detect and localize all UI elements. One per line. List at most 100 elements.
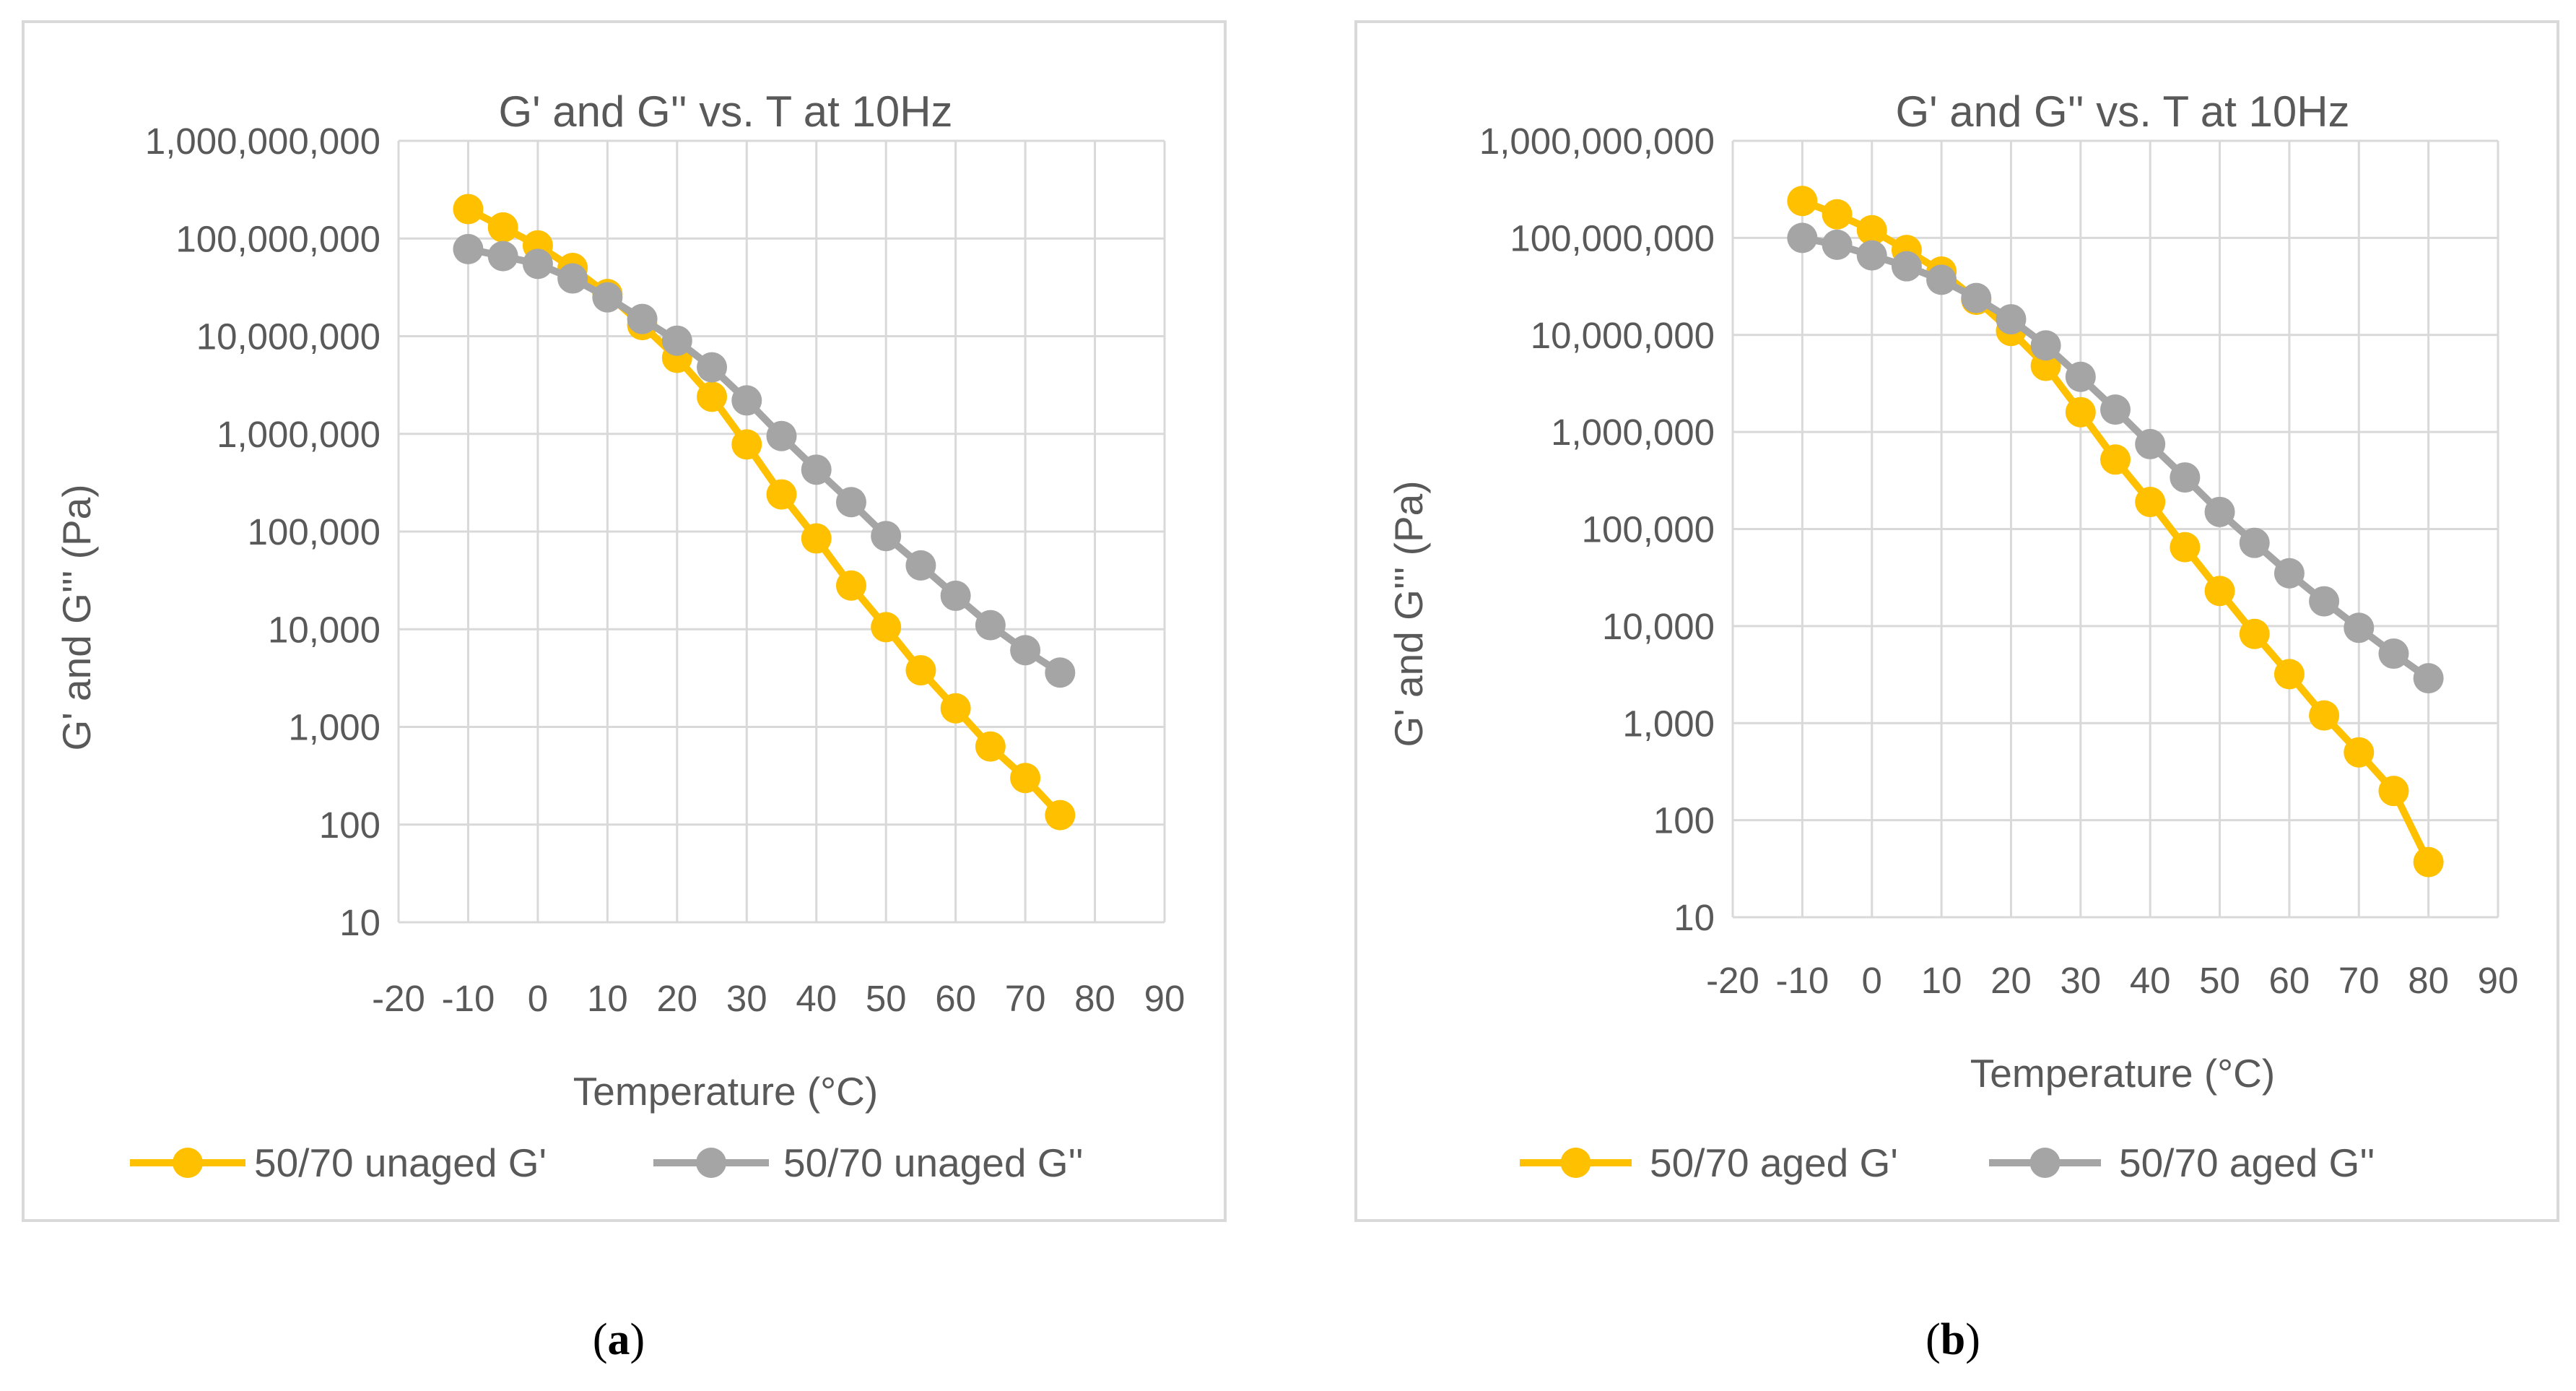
chart-b-series-2-point — [2030, 330, 2061, 361]
chart-a-y-ticks: 10 100 1,000 10,000 100,000 1,000,000 10,000,0… — [145, 121, 380, 943]
chart-b-y-tick-label: 10 — [1674, 897, 1715, 938]
chart-a-legend-marker-1 — [173, 1148, 203, 1178]
chart-a-y-tick-label: 100,000 — [248, 511, 380, 552]
chart-a-series-2-point — [522, 248, 553, 280]
chart-b-y-tick-label: 10,000 — [1602, 606, 1715, 647]
chart-b-series-1-point — [2065, 396, 2096, 428]
chart-b-series-2-point — [1856, 240, 1887, 271]
chart-b-series-1-point — [2100, 444, 2131, 475]
chart-a-series-2-point — [557, 263, 588, 294]
chart-b: G' and G'' vs. T at 10Hz Temperature (°C… — [1354, 20, 2559, 1222]
chart-a-series-1-point — [871, 612, 902, 643]
chart-a-series-2-point — [627, 303, 658, 334]
chart-a-series-2-point — [661, 325, 692, 356]
chart-b-x-tick-label: -10 — [1776, 960, 1829, 1001]
chart-b-series-1-point — [1787, 186, 1818, 217]
chart-a-series-1-point — [766, 479, 797, 510]
chart-b-legend: 50/70 aged G' 50/70 aged G'' — [1520, 1140, 2375, 1185]
chart-b-series-1-point — [2239, 618, 2270, 649]
chart-a-frame — [22, 20, 1227, 1222]
chart-b-series-1-point — [2170, 532, 2201, 563]
chart-b-series-1-point — [1822, 199, 1853, 230]
chart-a-title: G' and G'' vs. T at 10Hz — [498, 87, 952, 136]
chart-a-series-1-point — [453, 194, 484, 225]
chart-a-xlabel: Temperature (°C) — [573, 1069, 878, 1114]
chart-a-y-tick-label: 1,000 — [288, 707, 380, 748]
chart-a-series-2-point — [487, 240, 518, 272]
chart-b-legend-marker-1 — [1560, 1148, 1591, 1178]
caption-b-open: ( — [1926, 1315, 1941, 1364]
chart-a-series-1-point — [975, 731, 1006, 762]
chart-b-y-tick-label: 100,000,000 — [1510, 217, 1715, 259]
chart-a-series-1-point — [940, 693, 971, 724]
chart-b-x-tick-label: 0 — [1862, 960, 1882, 1001]
chart-a-series-2-point — [975, 610, 1006, 641]
chart-a-series-2-point — [1045, 657, 1076, 688]
chart-a-legend-label-2: 50/70 unaged G'' — [783, 1140, 1084, 1185]
chart-a-series-1-point — [697, 381, 728, 412]
chart-b-x-tick-label: 10 — [1921, 960, 1962, 1001]
chart-b-x-tick-label: 80 — [2408, 960, 2449, 1001]
chart-b-ylabel: G' and G''' (Pa) — [1386, 480, 1431, 747]
chart-a-series-1-line — [466, 206, 1063, 818]
chart-a-x-tick-label: 80 — [1074, 978, 1115, 1019]
chart-a-x-ticks: -20 -10 0 10 20 30 40 50 60 70 80 90 — [372, 978, 1185, 1019]
chart-a-y-tick-label: 100,000,000 — [175, 218, 380, 259]
chart-b-x-tick-label: 30 — [2060, 960, 2101, 1001]
chart-a-y-tick-label: 10 — [339, 902, 380, 943]
chart-b-y-tick-label: 100,000 — [1582, 509, 1715, 550]
chart-a-series-1-point — [731, 429, 762, 460]
chart-b-y-ticks: 10 100 1,000 10,000 100,000 1,000,000 10,000,0… — [1479, 121, 1715, 938]
caption-a-open: ( — [593, 1315, 608, 1364]
chart-a-series-2-point — [592, 282, 623, 313]
chart-a-series-2-point — [801, 454, 832, 485]
chart-b-series-1-point — [1856, 214, 1887, 246]
chart-b-series-2-point — [1787, 222, 1818, 254]
chart-a-x-tick-label: 60 — [935, 978, 976, 1019]
chart-a-series-2-point — [940, 580, 971, 611]
chart-b-series-2-point — [1891, 251, 1922, 282]
chart-b-x-tick-label: 70 — [2338, 960, 2380, 1001]
chart-b-series-2-point — [1822, 229, 1853, 260]
chart-a-series-2-point — [1010, 635, 1041, 666]
chart-a-series — [453, 194, 1076, 831]
chart-a-y-tick-label: 100 — [319, 805, 380, 846]
chart-b-legend-marker-2 — [2029, 1148, 2061, 1178]
chart-b-legend-label-1: 50/70 aged G' — [1650, 1140, 1898, 1185]
chart-a-y-tick-label: 1,000,000,000 — [145, 121, 380, 162]
chart-a-series-1-point — [801, 523, 832, 554]
chart-b-y-tick-label: 10,000,000 — [1531, 315, 1715, 356]
chart-b-series-2-point — [2273, 558, 2305, 589]
chart-a-x-tick-label: 0 — [528, 978, 548, 1019]
chart-b-series-1-point — [2135, 487, 2166, 518]
chart-a: G' and G'' vs. T at 10Hz Temperature (°C… — [22, 20, 1227, 1222]
chart-b-x-ticks: -20 -10 0 10 20 30 40 50 60 70 80 90 — [1706, 960, 2518, 1001]
chart-b-y-tick-label: 1,000 — [1622, 703, 1715, 744]
chart-a-series-2-point — [905, 550, 936, 581]
chart-b-y-tick-label: 100 — [1653, 800, 1715, 841]
caption-b: (b) — [1926, 1315, 1980, 1364]
chart-b-x-tick-label: 90 — [2478, 960, 2519, 1001]
chart-a-series-2-point — [766, 420, 797, 451]
chart-a-x-tick-label: -10 — [442, 978, 495, 1019]
chart-a-x-tick-label: 70 — [1005, 978, 1046, 1019]
chart-a-x-tick-label: 20 — [656, 978, 697, 1019]
chart-a-series-1-point — [487, 212, 518, 243]
chart-b-y-tick-label: 1,000,000,000 — [1479, 121, 1715, 162]
chart-a-ylabel: G' and G''' (Pa) — [54, 484, 99, 750]
caption-a-letter: a — [608, 1315, 630, 1364]
chart-b-series-1-point — [2413, 846, 2444, 878]
chart-b-x-tick-label: 40 — [2130, 960, 2171, 1001]
chart-b-series-2-point — [1996, 304, 2027, 335]
caption-a: (a) — [593, 1315, 645, 1364]
chart-b-series-2-point — [2344, 612, 2375, 644]
chart-a-x-tick-label: 30 — [726, 978, 767, 1019]
chart-b-series-2-point — [2309, 586, 2340, 617]
chart-a-legend-marker-2 — [696, 1148, 726, 1178]
chart-b-x-tick-label: 20 — [1990, 960, 2032, 1001]
chart-b-series-1-point — [2204, 576, 2235, 607]
chart-b-x-tick-label: 50 — [2199, 960, 2240, 1001]
chart-b-y-tick-label: 1,000,000 — [1551, 412, 1715, 453]
chart-a-series-2-point — [453, 233, 484, 264]
